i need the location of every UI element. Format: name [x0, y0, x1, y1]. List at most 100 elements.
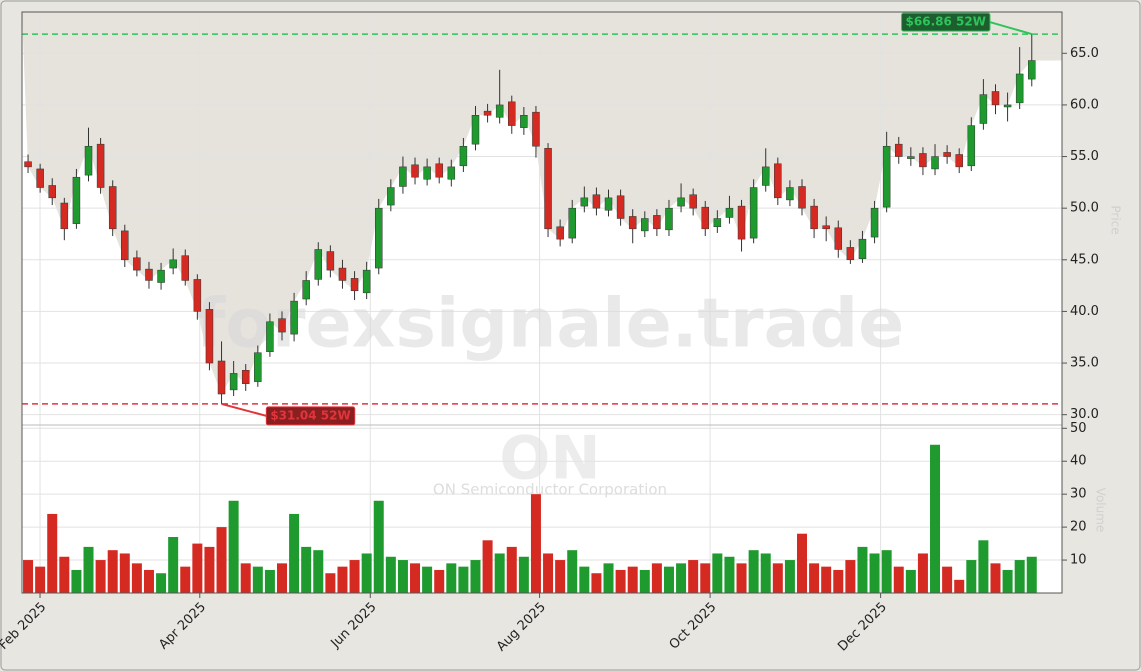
reference-arrow — [221, 402, 267, 417]
volume-bar — [688, 560, 699, 593]
candle-body — [725, 207, 734, 218]
volume-bar — [543, 553, 554, 593]
candle-body — [894, 143, 903, 157]
volume-bar — [1026, 556, 1037, 593]
volume-bar — [772, 563, 783, 593]
volume-bar — [579, 566, 590, 593]
candle-body — [495, 104, 504, 118]
volume-bar — [446, 563, 457, 593]
volume-bar — [954, 579, 965, 593]
candle-body — [846, 247, 855, 261]
volume-bar — [264, 569, 275, 593]
volume-bar — [748, 550, 759, 593]
y-tick-label: 50 — [1070, 421, 1087, 436]
volume-bar — [204, 546, 215, 593]
price-area — [22, 12, 1062, 395]
candle-body — [471, 115, 480, 145]
reference-label: $31.04 52W — [270, 408, 350, 422]
volume-bar — [83, 546, 94, 593]
volume-bar — [337, 566, 348, 593]
volume-bar — [615, 569, 626, 593]
y-tick-label: 55.0 — [1070, 149, 1099, 164]
candle-body — [568, 207, 576, 239]
candle-body — [133, 257, 141, 271]
candle-body — [882, 145, 891, 208]
y-tick-label: 35.0 — [1070, 356, 1099, 371]
volume-bar — [156, 573, 167, 593]
volume-bar — [313, 550, 324, 593]
volume-bar — [1014, 560, 1025, 593]
volume-bar — [131, 563, 142, 593]
candle-body — [411, 164, 419, 178]
candle-body — [665, 207, 673, 231]
reference-arrow — [989, 21, 1033, 36]
candle-body — [870, 207, 879, 238]
candle-body — [556, 226, 564, 240]
candle-body — [689, 194, 697, 209]
volume-bar — [917, 553, 928, 593]
volume-bar — [192, 543, 203, 593]
candle-body — [580, 197, 589, 207]
volume-bar — [506, 546, 517, 593]
candle-body — [24, 161, 32, 168]
volume-bar — [736, 563, 747, 593]
candle-body — [326, 251, 335, 271]
volume-bar — [869, 553, 880, 593]
volume-bar — [845, 560, 856, 593]
volume-bar — [530, 494, 541, 593]
plot-border — [21, 11, 1063, 594]
candle-body — [943, 152, 951, 157]
y-tick-label: 40 — [1070, 454, 1087, 469]
volume-bar — [168, 537, 179, 593]
candle-body — [399, 166, 407, 187]
volume-bar — [990, 563, 1001, 593]
candle-body — [72, 176, 81, 224]
candle-body — [628, 216, 637, 230]
candle-body — [955, 154, 963, 168]
volume-bar — [35, 566, 46, 593]
volume-bar — [252, 566, 263, 593]
candle-body — [96, 143, 105, 188]
candle-body — [532, 111, 540, 147]
candle-body — [701, 206, 710, 230]
volume-bar — [107, 550, 118, 593]
candle-body — [84, 145, 93, 176]
candle-body — [108, 186, 117, 230]
volume-bar — [301, 546, 312, 593]
volume-bar — [760, 553, 771, 593]
volume-bar — [893, 566, 904, 593]
candle-body — [858, 238, 867, 260]
volume-bar — [325, 573, 336, 593]
candle-body — [1015, 73, 1024, 104]
volume-bar — [518, 556, 529, 593]
volume-bar — [434, 569, 445, 593]
candle-body — [653, 215, 661, 230]
volume-bar — [591, 573, 602, 593]
candle-body — [217, 360, 226, 395]
volume-bar — [627, 566, 638, 593]
candle-body — [931, 156, 939, 170]
candle-body — [967, 125, 976, 167]
candle-body — [447, 166, 456, 180]
volume-bar — [59, 556, 70, 593]
volume-bar — [95, 560, 106, 593]
volume-bar — [833, 569, 844, 593]
candle-body — [786, 187, 794, 201]
y-tick-label: 30.0 — [1070, 407, 1099, 422]
candle-body — [991, 91, 1000, 106]
volume-bar — [422, 566, 433, 593]
volume-bar — [385, 556, 396, 593]
volume-bar — [240, 563, 251, 593]
volume-bar — [797, 533, 807, 593]
candle-body — [157, 269, 165, 283]
volume-bar — [228, 500, 239, 593]
volume-bar — [978, 540, 989, 593]
volume-bar — [373, 500, 384, 593]
price-axis-label: Price — [1109, 205, 1123, 234]
candle-body — [169, 259, 177, 269]
reference-label-box — [265, 406, 356, 426]
y-tick-label: 10 — [1070, 553, 1087, 568]
candle-body — [36, 168, 44, 188]
candle-body — [314, 249, 323, 280]
